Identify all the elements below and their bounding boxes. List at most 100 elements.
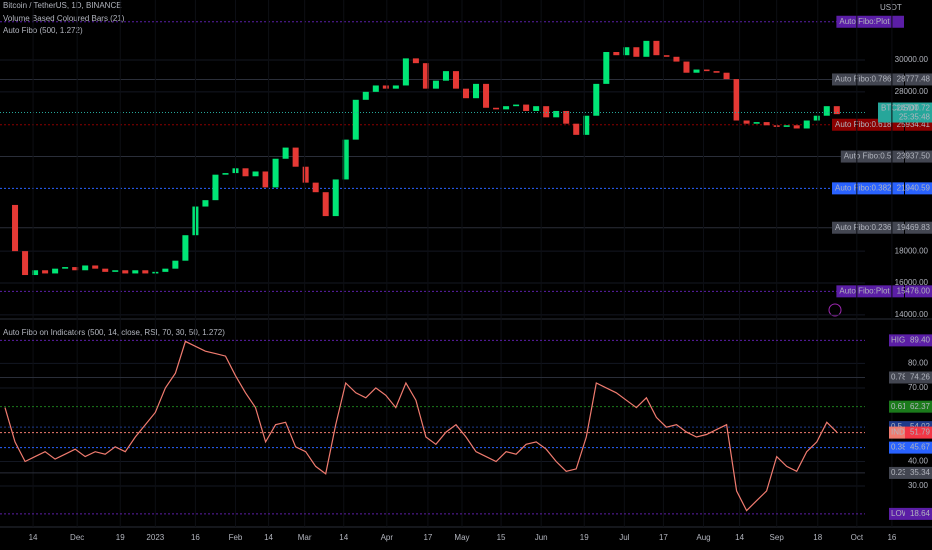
candle-body (92, 265, 99, 269)
candle-body (623, 47, 630, 56)
level-value: 45.67 (910, 443, 931, 452)
candle-body (362, 91, 369, 100)
x-tick-label: 2023 (146, 533, 164, 542)
candle-body (653, 40, 660, 56)
y-tick-label: 70.00 (908, 383, 929, 392)
candle-body (262, 171, 269, 188)
level-value-tag (905, 466, 932, 479)
candle-body (703, 69, 710, 72)
candle-body (402, 58, 409, 86)
candle-body (322, 192, 329, 217)
level-value-tag (905, 400, 932, 413)
candle-body (432, 80, 439, 89)
x-tick-label: 18 (813, 533, 822, 542)
x-tick-label: Apr (381, 533, 394, 542)
level-name: Auto Fibo:0.618 (835, 120, 892, 129)
level-name: 0.236 (891, 468, 912, 477)
y-tick-label: 30000.00 (895, 55, 929, 64)
candle-body (132, 270, 139, 274)
x-tick-label: Feb (229, 533, 243, 542)
candle-body (763, 122, 770, 126)
last-price-name: BTCUSDT (881, 104, 919, 113)
candle-body (603, 52, 610, 84)
currency-label: USDT (880, 3, 902, 12)
level-value: 23937.50 (897, 152, 931, 161)
level-name: Auto Fibo:0.786 (835, 75, 892, 84)
candle-body (442, 71, 449, 81)
level-name-tag (889, 334, 905, 347)
level-name: LOW (891, 509, 910, 518)
level-value: 25934.41 (897, 120, 931, 129)
candle-body (122, 270, 129, 274)
candle-body (643, 40, 650, 57)
candle-body (523, 104, 530, 111)
level-name-tag (889, 371, 905, 384)
x-tick-label: 17 (659, 533, 668, 542)
candle-body (12, 204, 19, 252)
candle-body (72, 267, 79, 271)
level-value-tag (905, 221, 932, 234)
y-tick-label: 40.00 (908, 457, 929, 466)
candle-body (382, 85, 389, 89)
candle-body (102, 268, 109, 272)
level-value: 15476.00 (897, 286, 931, 295)
y-tick-label: 28000.00 (895, 87, 929, 96)
candle-body (202, 200, 209, 207)
candle-body (483, 83, 490, 108)
candle-body (372, 85, 379, 92)
event-icon (828, 303, 842, 317)
y-tick-label: 30.00 (908, 481, 929, 490)
level-value: 62.37 (910, 402, 931, 411)
indicator-label: Auto Fibo (500, 1.272) (3, 26, 83, 35)
candle-body (813, 115, 820, 121)
candle-body (302, 166, 309, 183)
candle-body (222, 173, 229, 175)
x-tick-label: 17 (423, 533, 432, 542)
indicator-line (4, 340, 838, 512)
candle-body (593, 83, 600, 116)
level-name: IND (891, 428, 905, 437)
level-name: 0.618 (891, 402, 912, 411)
candle-body (473, 83, 480, 99)
x-tick-label: 16 (191, 533, 200, 542)
level-value-tag (905, 441, 932, 454)
candle-body (42, 270, 49, 274)
candle-body (412, 58, 419, 64)
x-tick-label: 19 (580, 533, 589, 542)
candle-body (272, 158, 279, 188)
x-tick-label: Jun (535, 533, 548, 542)
candle-body (282, 147, 289, 159)
x-tick-label: 14 (29, 533, 38, 542)
candle-body (452, 71, 459, 89)
level-name-tag (832, 221, 904, 234)
level-name: Auto Fibo:Plot (839, 17, 890, 26)
level-name: HIGH (891, 335, 911, 344)
level-name-tag (889, 441, 905, 454)
level-name-tag (889, 426, 905, 439)
candle-body (352, 99, 359, 140)
indicator-title: Auto Fibo on Indicators (500, 14, close,… (3, 328, 225, 337)
level-name-tag (832, 73, 904, 86)
candle-body (583, 115, 590, 135)
x-tick-label: 14 (735, 533, 744, 542)
y-tick-label: 80.00 (908, 359, 929, 368)
candle-body (292, 147, 299, 167)
candle-body (753, 122, 760, 124)
level-value-tag (905, 334, 932, 347)
level-value-tag (905, 426, 932, 439)
level-name-tag (889, 466, 905, 479)
candle-body (142, 270, 149, 274)
candle-body (493, 107, 500, 110)
candle-body (22, 251, 29, 276)
level-name: Auto Fibo:Plot (839, 286, 890, 295)
candle-body (743, 120, 750, 124)
x-tick-label: Aug (696, 533, 710, 542)
x-tick-label: 14 (339, 533, 348, 542)
level-value-tag (905, 73, 932, 86)
candle-body (82, 265, 89, 271)
x-tick-label: 15 (497, 533, 506, 542)
candle-body (513, 104, 520, 107)
candle-body (713, 71, 720, 73)
x-tick-label: 14 (264, 533, 273, 542)
indicator-label: Volume Based Coloured Bars (21) (3, 14, 125, 23)
